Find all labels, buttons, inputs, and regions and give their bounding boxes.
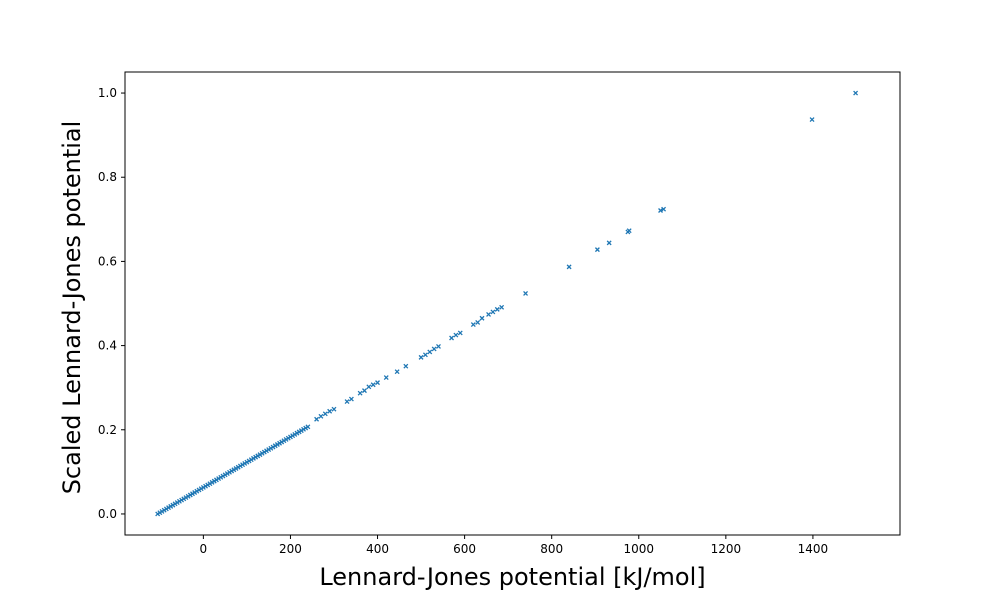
data-point (357, 390, 363, 396)
data-point (809, 117, 815, 123)
data-point (626, 228, 632, 234)
data-point (470, 322, 476, 328)
data-point (853, 90, 859, 96)
x-tick-label: 400 (366, 542, 389, 556)
data-point (449, 335, 455, 341)
data-point (314, 416, 320, 422)
data-point (494, 306, 500, 312)
ticks-layer: 0 200 400 600 800 1000 1200 1400 0.0 0.2 0.4 0.6 0.8… (98, 86, 828, 556)
data-point (418, 354, 424, 360)
data-point (594, 247, 600, 253)
data-point (322, 411, 328, 417)
data-point (479, 315, 485, 321)
data-point (606, 240, 612, 246)
y-tick-label: 1.0 (98, 86, 117, 100)
plot-frame (124, 71, 901, 536)
data-point (348, 396, 354, 402)
y-tick-label: 0.2 (98, 423, 117, 437)
data-point (431, 346, 437, 352)
data-point (383, 375, 389, 381)
y-axis-title: Scaled Lennard-Jones potential (58, 121, 86, 495)
data-point (490, 309, 496, 315)
x-tick-label: 1000 (623, 542, 654, 556)
y-tick-label: 0.8 (98, 170, 117, 184)
data-point (453, 332, 459, 338)
data-point (331, 406, 337, 412)
data-point (661, 206, 667, 212)
x-tick-label: 200 (279, 542, 302, 556)
x-tick-label: 600 (453, 542, 476, 556)
y-tick-label: 0.6 (98, 254, 117, 268)
data-point (658, 208, 663, 213)
data-point (375, 380, 380, 386)
data-point (318, 413, 324, 419)
data-point (523, 290, 529, 296)
data-point (366, 384, 372, 390)
data-point (422, 352, 428, 358)
data-point (305, 424, 311, 430)
x-tick-label: 1400 (798, 542, 829, 556)
data-point (394, 369, 400, 375)
data-point (457, 330, 463, 336)
y-tick-label: 0.4 (98, 339, 117, 353)
data-point (362, 388, 367, 394)
data-point (486, 311, 492, 317)
points-layer (155, 90, 859, 517)
data-point (475, 319, 481, 325)
x-tick-label: 1200 (711, 542, 742, 556)
x-axis-title: Lennard-Jones potential [kJ/mol] (319, 563, 705, 591)
data-point (566, 264, 572, 270)
data-point (436, 343, 441, 349)
x-tick-label: 800 (540, 542, 563, 556)
data-point (499, 304, 505, 310)
data-point (403, 363, 409, 369)
data-point (344, 399, 350, 405)
data-point (427, 349, 433, 355)
x-tick-label: 0 (200, 542, 208, 556)
y-tick-label: 0.0 (98, 507, 117, 521)
data-point (327, 408, 333, 414)
data-point (370, 382, 376, 388)
